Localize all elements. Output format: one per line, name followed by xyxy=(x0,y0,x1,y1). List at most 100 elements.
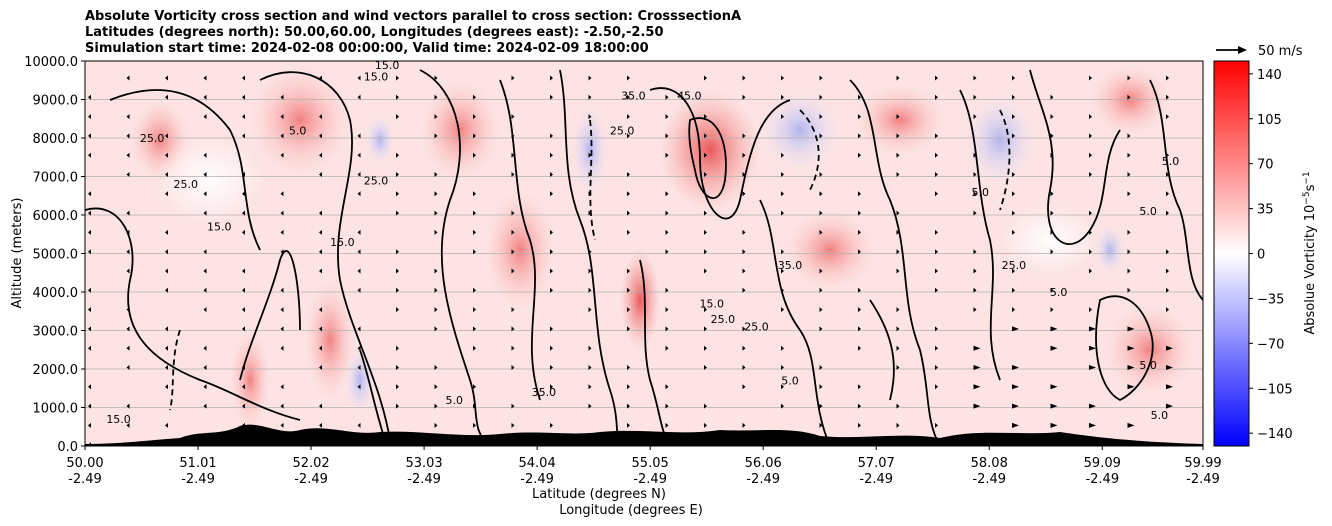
wind-arrow xyxy=(896,326,900,332)
wind-arrow xyxy=(165,422,168,428)
colorbar-ticks: 140 105 70 35 0 −35 −70 −105 −140 xyxy=(1249,68,1293,442)
wind-arrow xyxy=(165,287,168,293)
wind-arrow xyxy=(357,249,361,255)
wind-arrow xyxy=(1166,114,1169,120)
wind-arrow xyxy=(1050,152,1054,158)
wind-arrow xyxy=(473,133,476,139)
wind-arrow xyxy=(126,442,130,446)
wind-arrow xyxy=(704,268,707,274)
wind-arrow xyxy=(165,268,168,274)
wind-arrow xyxy=(1012,422,1019,428)
wind-arrow xyxy=(88,403,91,409)
wind-arrow xyxy=(1127,133,1131,139)
wind-arrow xyxy=(1205,307,1208,312)
wind-arrow xyxy=(819,133,823,139)
wind-arrow xyxy=(588,287,592,293)
wind-arrow xyxy=(665,307,669,313)
x-tick-label-longitude: -2.49 xyxy=(520,472,554,487)
wind-arrow xyxy=(704,422,707,428)
x-tick-label-longitude: -2.49 xyxy=(1186,472,1220,487)
wind-arrow xyxy=(242,268,245,274)
wind-arrow xyxy=(665,249,669,255)
wind-arrow xyxy=(242,365,245,370)
wind-arrow xyxy=(588,307,592,313)
wind-arrow xyxy=(1012,287,1015,293)
wind-arrow xyxy=(896,268,900,274)
wind-arrow xyxy=(973,249,977,255)
wind-arrow xyxy=(1166,384,1173,390)
wind-arrow xyxy=(319,268,322,274)
wind-arrow xyxy=(819,94,823,100)
wind-arrow xyxy=(242,133,245,139)
wind-arrow xyxy=(819,384,823,390)
quiver-key-label: 50 m/s xyxy=(1258,44,1303,59)
wind-arrow xyxy=(742,249,746,255)
colorbar-tick-label: 0 xyxy=(1257,248,1265,263)
y-tick-label: 8000.0 xyxy=(33,132,79,147)
x-tick-label-longitude: -2.49 xyxy=(972,472,1006,487)
wind-arrow xyxy=(126,172,130,177)
wind-arrow xyxy=(511,403,515,409)
wind-arrow xyxy=(242,75,245,81)
wind-arrow xyxy=(396,75,399,81)
wind-arrow xyxy=(280,287,284,293)
wind-arrow xyxy=(550,422,553,428)
wind-arrow xyxy=(319,172,322,177)
wind-arrow xyxy=(858,442,861,446)
wind-arrow xyxy=(627,191,630,197)
contour-label: 15.0 xyxy=(699,298,724,311)
wind-arrow xyxy=(511,268,515,274)
wind-arrow xyxy=(242,229,245,235)
wind-arrow xyxy=(858,210,861,216)
wind-arrow xyxy=(704,249,707,255)
wind-arrow xyxy=(973,287,977,293)
wind-arrow xyxy=(1127,152,1131,158)
wind-arrow xyxy=(588,210,592,216)
wind-arrow xyxy=(319,422,322,428)
wind-arrow xyxy=(203,249,207,255)
wind-arrow xyxy=(858,94,861,100)
wind-arrow xyxy=(511,114,515,120)
wind-arrow xyxy=(858,191,861,197)
wind-arrow xyxy=(1050,442,1058,446)
wind-arrow xyxy=(1205,269,1208,274)
wind-arrow xyxy=(1127,94,1131,100)
wind-arrow xyxy=(1205,95,1208,100)
wind-arrow xyxy=(203,268,207,274)
wind-arrow xyxy=(126,268,130,274)
wind-arrow xyxy=(781,287,784,293)
wind-arrow xyxy=(511,229,515,235)
wind-arrow xyxy=(434,384,438,390)
wind-arrow xyxy=(434,75,438,81)
wind-arrow xyxy=(665,191,669,197)
wind-arrow xyxy=(627,75,630,81)
wind-arrow xyxy=(973,152,977,158)
wind-arrow xyxy=(88,345,91,351)
wind-arrow xyxy=(280,442,284,446)
wind-arrow xyxy=(588,384,592,390)
contour-label: 25.0 xyxy=(1002,259,1027,272)
wind-arrow xyxy=(280,326,284,332)
wind-arrow xyxy=(1012,403,1019,409)
wind-arrow xyxy=(742,422,746,428)
x-tick-label-latitude: 54.04 xyxy=(519,456,556,471)
wind-arrow xyxy=(704,152,707,158)
wind-arrow xyxy=(550,133,553,139)
wind-arrow xyxy=(1205,191,1208,196)
wind-arrow xyxy=(1089,172,1092,177)
x-tick-label-latitude: 50.00 xyxy=(66,456,103,471)
wind-arrow xyxy=(819,229,823,235)
wind-arrow xyxy=(280,345,284,351)
wind-arrow xyxy=(396,287,399,293)
wind-arrow xyxy=(781,210,784,216)
wind-arrow xyxy=(588,442,592,446)
wind-arrow xyxy=(511,210,515,216)
y-tick-label: 2000.0 xyxy=(33,363,79,378)
wind-arrow xyxy=(473,229,476,235)
wind-arrow xyxy=(396,384,399,390)
wind-arrow xyxy=(357,287,361,293)
wind-arrow xyxy=(665,422,669,428)
wind-arrow xyxy=(280,307,284,313)
wind-arrow xyxy=(588,152,592,158)
wind-arrow xyxy=(126,133,130,139)
